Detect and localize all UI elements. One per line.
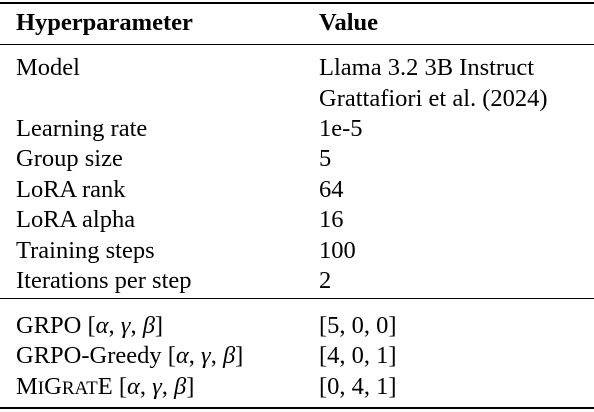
row-grpo-greedy-param: GRPO-Greedy [α, γ, β] [16,341,243,371]
row-iterations-per-step-param: Iterations per step [16,267,192,294]
row-grpo-value: [5, 0, 0] [319,312,397,339]
row-lora-rank-param: LoRA rank [16,176,126,203]
grpo-weights-label: [α, γ, β] [87,312,164,339]
grpo-greedy-name: GRPO-Greedy [16,342,162,369]
beta-symbol: β [142,312,155,339]
gamma-symbol: γ [201,342,211,369]
row-migrate-value: [0, 4, 1] [319,373,397,400]
row-model-value-line2: Grattafiori et al. (2024) [319,85,548,112]
grpo-name: GRPO [16,312,82,339]
row-learning-rate-value: 1e-5 [319,115,363,142]
alpha-symbol: α [127,373,140,400]
gamma-symbol: γ [152,373,162,400]
migrate-weights-label: [α, γ, β] [118,373,195,400]
table-top-rule [0,2,594,4]
header-hyperparameter: Hyperparameter [16,9,193,36]
row-group-size-param: Group size [16,145,123,172]
row-model-param: Model [16,54,80,81]
table-bottom-rule [0,407,594,409]
row-learning-rate-param: Learning rate [16,115,148,142]
row-iterations-per-step-value: 2 [319,267,332,294]
header-value: Value [319,9,379,36]
row-lora-rank-value: 64 [319,176,344,203]
row-training-steps-value: 100 [319,237,356,264]
row-migrate-param: MIGRATE [α, γ, β] [16,372,194,404]
beta-symbol: β [222,342,236,369]
gamma-symbol: γ [120,312,131,339]
row-model-value-line1: Llama 3.2 3B Instruct [319,54,535,81]
row-grpo-greedy-value: [4, 0, 1] [319,342,397,369]
row-lora-alpha-value: 16 [319,206,344,233]
alpha-symbol: α [95,312,109,339]
table-header-rule [0,44,594,45]
beta-symbol: β [174,373,187,400]
alpha-symbol: α [175,342,189,369]
grpo-greedy-weights-label: [α, γ, β] [167,342,244,369]
row-lora-alpha-param: LoRA alpha [16,206,136,233]
migrate-name: MIGRATE [16,373,113,400]
row-group-size-value: 5 [319,145,332,172]
row-grpo-param: GRPO [α, γ, β] [16,311,163,341]
row-training-steps-param: Training steps [16,237,155,264]
table-section-rule [0,298,594,299]
